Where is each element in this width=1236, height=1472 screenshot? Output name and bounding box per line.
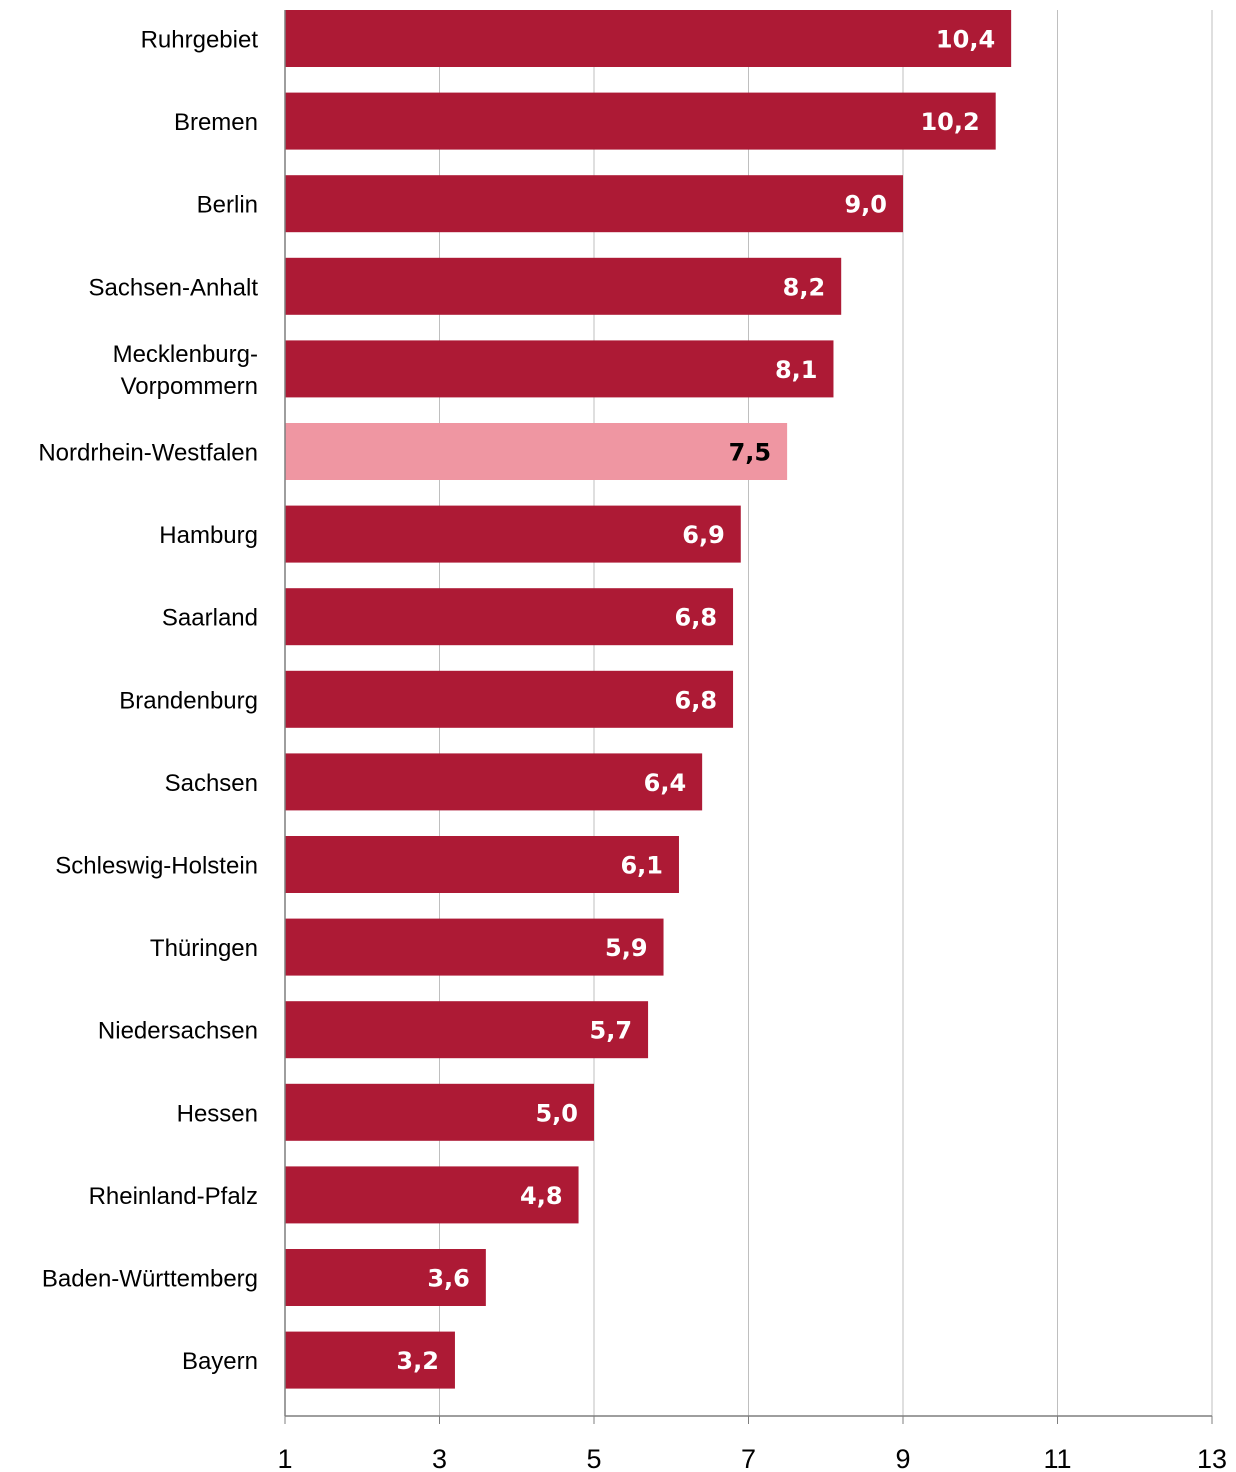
bar-value-label: 6,8 [675,604,718,632]
category-label: Schleswig-Holstein [55,853,258,880]
bar-value-label: 6,9 [682,521,725,549]
x-tick-label: 1 [277,1444,292,1472]
category-label: Saarland [162,605,258,632]
bar [285,1331,455,1389]
bar-value-label: 6,8 [675,686,718,714]
bar [285,1001,649,1059]
category-label: Sachsen [165,770,258,797]
bar [285,1249,486,1306]
x-tick-label: 5 [586,1444,601,1472]
bar [285,175,903,233]
bar [285,92,996,150]
bar-value-label: 8,1 [775,356,818,384]
x-tick-label: 13 [1197,1444,1227,1472]
axes [284,10,1213,1424]
x-tick-label: 9 [895,1444,910,1472]
bar-value-label: 8,2 [783,273,826,301]
bar [285,423,788,480]
bar-value-label: 3,6 [427,1265,470,1293]
category-label: Berlin [197,192,258,219]
category-label: Rheinland-Pfalz [89,1183,258,1210]
bar [285,340,834,398]
category-label: Bayern [182,1348,258,1375]
x-tick-label: 11 [1043,1444,1071,1472]
bar-value-label: 7,5 [729,439,772,467]
bar [285,836,679,893]
category-label: Baden-Württemberg [42,1266,258,1293]
bar [285,1166,579,1224]
category-label: Niedersachsen [98,1018,258,1045]
category-label: Mecklenburg- [113,341,258,368]
category-label: Hamburg [159,522,258,549]
category-label: Nordrhein-Westfalen [38,440,258,467]
category-label: Thüringen [150,935,258,962]
bar [285,918,664,976]
bar [285,505,741,563]
category-label: Vorpommern [121,373,258,400]
bar-value-label: 9,0 [844,191,887,219]
bar-value-label: 10,4 [936,26,995,54]
category-label: Bremen [174,109,258,136]
category-label: Ruhrgebiet [141,27,259,54]
bar-value-label: 6,1 [620,852,663,880]
labels: 1 3 5 7 9 11 1310,4Ruhrgebiet10,2Bremen9,0Berl… [38,26,1227,1472]
bar [285,670,734,728]
bars [285,10,1012,1389]
bar [285,588,734,646]
bar [285,753,703,811]
bar-value-label: 5,0 [535,1099,578,1127]
bar-value-label: 4,8 [520,1182,563,1210]
bar-value-label: 10,2 [920,108,979,136]
bar-value-label: 3,2 [396,1347,439,1375]
bar [285,1083,594,1141]
x-tick-label: 3 [432,1444,447,1472]
bar [285,10,1012,67]
x-tick-label: 7 [741,1444,756,1472]
bar-value-label: 5,7 [590,1017,633,1045]
bar-value-label: 6,4 [644,769,687,797]
category-label: Hessen [177,1100,258,1127]
category-label: Sachsen-Anhalt [89,274,259,301]
bar-value-label: 5,9 [605,934,648,962]
category-label: Brandenburg [119,687,258,714]
bar [285,257,842,315]
